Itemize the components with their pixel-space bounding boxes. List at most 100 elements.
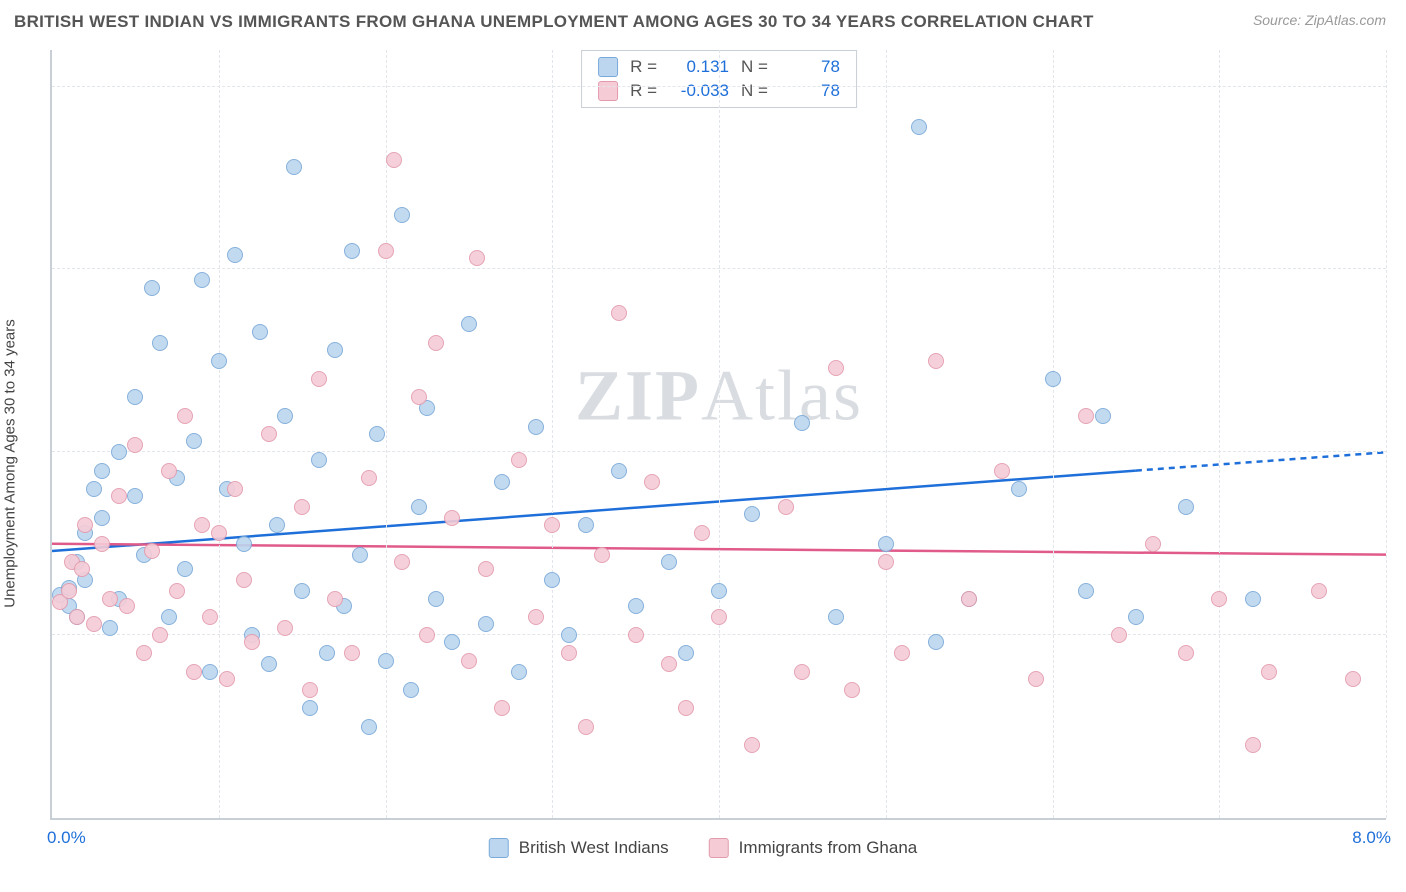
data-point <box>161 463 177 479</box>
data-point <box>411 499 427 515</box>
data-point <box>928 634 944 650</box>
data-point <box>369 426 385 442</box>
n-label: N = <box>741 57 768 77</box>
gridline-v <box>1386 50 1387 818</box>
data-point <box>269 517 285 533</box>
legend: British West Indians Immigrants from Gha… <box>489 838 917 858</box>
data-point <box>661 554 677 570</box>
data-point <box>152 627 168 643</box>
data-point <box>169 583 185 599</box>
y-tick-label: 15.0% <box>1396 239 1406 259</box>
data-point <box>61 583 77 599</box>
data-point <box>428 591 444 607</box>
data-point <box>1345 671 1361 687</box>
data-point <box>94 463 110 479</box>
data-point <box>378 243 394 259</box>
data-point <box>1261 664 1277 680</box>
data-point <box>511 452 527 468</box>
data-point <box>1178 645 1194 661</box>
data-point <box>628 627 644 643</box>
legend-swatch-1 <box>489 838 509 858</box>
data-point <box>844 682 860 698</box>
data-point <box>394 207 410 223</box>
data-point <box>86 616 102 632</box>
data-point <box>86 481 102 497</box>
data-point <box>628 598 644 614</box>
data-point <box>236 536 252 552</box>
data-point <box>344 645 360 661</box>
data-point <box>1095 408 1111 424</box>
data-point <box>528 609 544 625</box>
data-point <box>311 371 327 387</box>
r-value-1: 0.131 <box>669 57 729 77</box>
data-point <box>319 645 335 661</box>
data-point <box>127 437 143 453</box>
chart-container: Unemployment Among Ages 30 to 34 years Z… <box>0 40 1406 870</box>
x-tick-right: 8.0% <box>1352 828 1391 848</box>
data-point <box>144 543 160 559</box>
data-point <box>561 645 577 661</box>
data-point <box>461 653 477 669</box>
data-point <box>277 620 293 636</box>
data-point <box>478 561 494 577</box>
data-point <box>386 152 402 168</box>
data-point <box>561 627 577 643</box>
data-point <box>361 719 377 735</box>
data-point <box>694 525 710 541</box>
data-point <box>494 700 510 716</box>
data-point <box>277 408 293 424</box>
data-point <box>419 627 435 643</box>
legend-swatch-2 <box>709 838 729 858</box>
swatch-series-2 <box>598 81 618 101</box>
data-point <box>94 536 110 552</box>
data-point <box>1111 627 1127 643</box>
data-point <box>394 554 410 570</box>
gridline-v <box>552 50 553 818</box>
swatch-series-1 <box>598 57 618 77</box>
data-point <box>77 517 93 533</box>
x-tick-left: 0.0% <box>47 828 86 848</box>
y-axis-label: Unemployment Among Ages 30 to 34 years <box>2 319 19 608</box>
gridline-v <box>886 50 887 818</box>
data-point <box>661 656 677 672</box>
data-point <box>828 360 844 376</box>
data-point <box>478 616 494 632</box>
data-point <box>144 280 160 296</box>
data-point <box>411 389 427 405</box>
data-point <box>711 583 727 599</box>
data-point <box>294 583 310 599</box>
source-label: Source: ZipAtlas.com <box>1253 12 1386 28</box>
data-point <box>236 572 252 588</box>
data-point <box>127 389 143 405</box>
data-point <box>403 682 419 698</box>
data-point <box>261 656 277 672</box>
data-point <box>1245 737 1261 753</box>
chart-title: BRITISH WEST INDIAN VS IMMIGRANTS FROM G… <box>14 12 1094 32</box>
data-point <box>111 488 127 504</box>
data-point <box>444 634 460 650</box>
y-tick-label: 20.0% <box>1396 57 1406 77</box>
data-point <box>1078 408 1094 424</box>
plot-area: ZIPAtlas R = 0.131 N = 78 R = -0.033 N =… <box>50 50 1386 820</box>
data-point <box>69 609 85 625</box>
data-point <box>327 342 343 358</box>
data-point <box>211 353 227 369</box>
data-point <box>744 737 760 753</box>
data-point <box>444 510 460 526</box>
data-point <box>311 452 327 468</box>
data-point <box>202 664 218 680</box>
data-point <box>119 598 135 614</box>
data-point <box>778 499 794 515</box>
data-point <box>244 634 260 650</box>
data-point <box>994 463 1010 479</box>
y-tick-label: 5.0% <box>1396 605 1406 625</box>
data-point <box>111 444 127 460</box>
data-point <box>894 645 910 661</box>
data-point <box>711 609 727 625</box>
data-point <box>177 408 193 424</box>
gridline-v <box>386 50 387 818</box>
data-point <box>469 250 485 266</box>
data-point <box>252 324 268 340</box>
data-point <box>961 591 977 607</box>
data-point <box>227 247 243 263</box>
